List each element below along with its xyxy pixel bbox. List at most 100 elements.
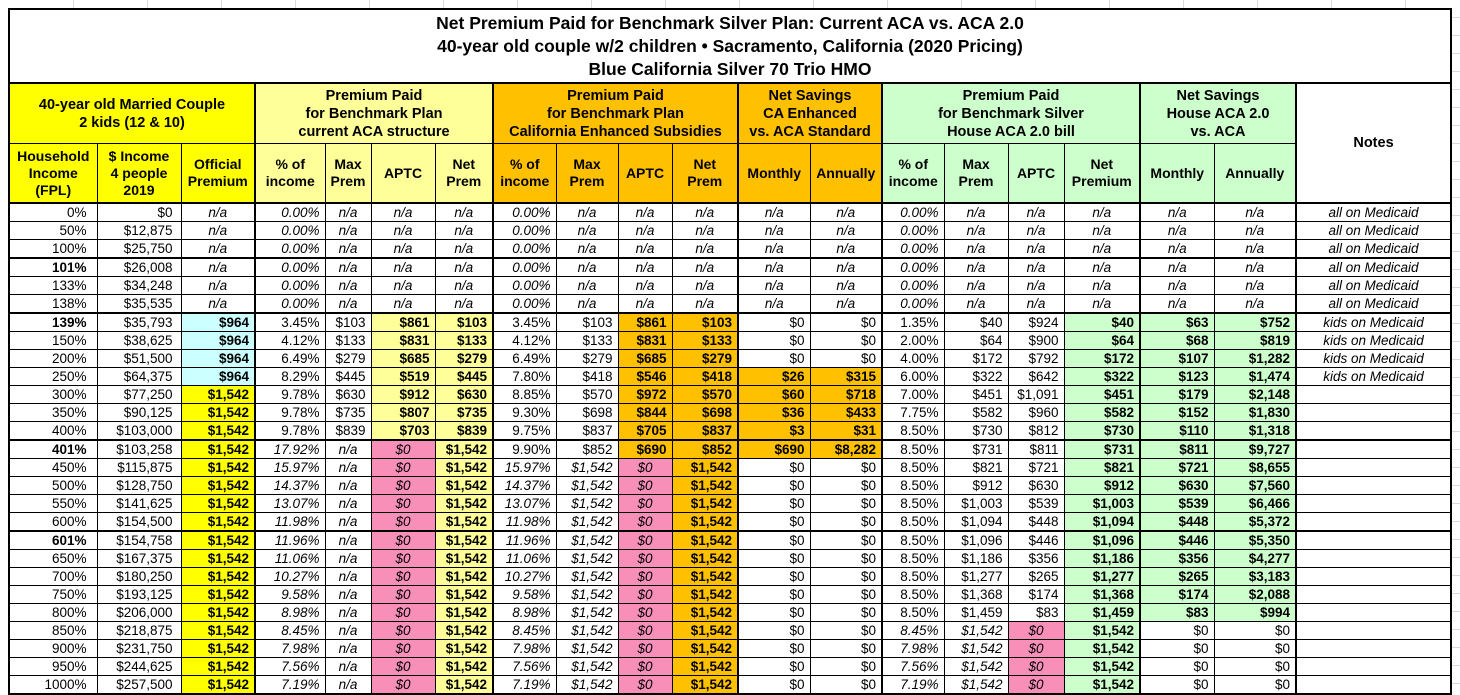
column-header: APTC bbox=[1007, 143, 1065, 204]
cell: n/a bbox=[1007, 202, 1065, 222]
cell: $1,542 bbox=[555, 675, 619, 695]
cell: all on Medicaid bbox=[1295, 294, 1452, 314]
cell bbox=[1295, 603, 1452, 622]
cell: 3.45% bbox=[492, 312, 557, 332]
cell: $68 bbox=[1139, 331, 1215, 350]
cell: 8.50% bbox=[881, 512, 945, 532]
cell: 101% bbox=[8, 257, 98, 277]
cell: $64,375 bbox=[96, 367, 182, 386]
cell: $154,758 bbox=[96, 530, 182, 550]
cell: n/a bbox=[1007, 239, 1065, 259]
cell: $1,542 bbox=[434, 639, 494, 658]
cell: n/a bbox=[809, 239, 883, 259]
cell: n/a bbox=[555, 202, 619, 222]
cell: $218,875 bbox=[96, 621, 182, 640]
cell: $35,793 bbox=[96, 312, 182, 332]
cell: $1,542 bbox=[1063, 639, 1141, 658]
cell: $1,542 bbox=[180, 512, 256, 532]
cell: $811 bbox=[1139, 439, 1215, 459]
cell: $1,277 bbox=[1063, 567, 1141, 586]
cell: $539 bbox=[1139, 494, 1215, 513]
cell: n/a bbox=[617, 294, 673, 314]
cell: 8.50% bbox=[881, 421, 945, 441]
cell: $0 bbox=[370, 657, 436, 676]
cell: $0 bbox=[1007, 639, 1065, 658]
cell: n/a bbox=[943, 221, 1009, 240]
cell: 1.35% bbox=[881, 312, 945, 332]
cell: $964 bbox=[180, 367, 256, 386]
cell: 0.00% bbox=[254, 257, 326, 277]
column-header: Max Prem bbox=[555, 143, 619, 204]
cell: $451 bbox=[943, 385, 1009, 404]
cell: $133 bbox=[555, 331, 619, 350]
cell: $8,282 bbox=[809, 439, 883, 459]
cell: 200% bbox=[8, 349, 98, 368]
cell: $912 bbox=[1063, 476, 1141, 495]
cell: n/a bbox=[671, 276, 739, 295]
group-header: Premium Paid for Benchmark Plan current … bbox=[254, 82, 494, 144]
cell bbox=[1295, 512, 1452, 532]
cell: n/a bbox=[617, 202, 673, 222]
cell: $0 bbox=[617, 657, 673, 676]
cell: n/a bbox=[737, 239, 811, 259]
table-body: 0% $0 n/a 0.00% n/a n/a n/a 0.00% n/a n/a n/a n/a n/… bbox=[8, 202, 1452, 695]
cell: $0 bbox=[809, 675, 883, 695]
cell: $0 bbox=[809, 349, 883, 368]
cell bbox=[1295, 403, 1452, 422]
cell: 350% bbox=[8, 403, 98, 422]
cell: all on Medicaid bbox=[1295, 202, 1452, 222]
cell: $279 bbox=[671, 349, 739, 368]
cell: 0.00% bbox=[881, 221, 945, 240]
cell: n/a bbox=[324, 585, 372, 604]
cell: n/a bbox=[324, 439, 372, 459]
cell: 15.97% bbox=[492, 458, 557, 477]
cell: n/a bbox=[737, 276, 811, 295]
cell: $265 bbox=[1007, 567, 1065, 586]
cell: $0 bbox=[809, 512, 883, 532]
cell: $1,542 bbox=[180, 675, 256, 695]
cell: $546 bbox=[617, 367, 673, 386]
cell: 6.49% bbox=[254, 349, 326, 368]
cell: 0.00% bbox=[254, 221, 326, 240]
cell: 8.45% bbox=[881, 621, 945, 640]
table-header: Net Premium Paid for Benchmark Silver Pl… bbox=[8, 8, 1452, 204]
cell: n/a bbox=[555, 276, 619, 295]
cell: 2.00% bbox=[881, 331, 945, 350]
cell: $1,542 bbox=[555, 567, 619, 586]
table-row: 300% $77,250 $1,542 9.78% $630 $912 $630 8.85% $… bbox=[8, 385, 1452, 404]
cell: $964 bbox=[180, 331, 256, 350]
cell: 0% bbox=[8, 202, 98, 222]
cell: $1,542 bbox=[555, 476, 619, 495]
cell: $1,474 bbox=[1213, 367, 1297, 386]
cell: 900% bbox=[8, 639, 98, 658]
cell: n/a bbox=[617, 257, 673, 277]
cell: $1,542 bbox=[434, 657, 494, 676]
group-header: 40-year old Married Couple 2 kids (12 & … bbox=[8, 82, 256, 144]
cell: 750% bbox=[8, 585, 98, 604]
cell: $1,277 bbox=[943, 567, 1009, 586]
cell: $1,542 bbox=[1063, 657, 1141, 676]
cell: $7,560 bbox=[1213, 476, 1297, 495]
cell: 300% bbox=[8, 385, 98, 404]
cell: $964 bbox=[180, 349, 256, 368]
cell: $0 bbox=[737, 349, 811, 368]
cell: $1,542 bbox=[555, 530, 619, 550]
cell: $103 bbox=[434, 312, 494, 332]
cell: $1,542 bbox=[671, 458, 739, 477]
cell: n/a bbox=[434, 294, 494, 314]
cell: $451 bbox=[1063, 385, 1141, 404]
cell: 11.98% bbox=[254, 512, 326, 532]
cell: n/a bbox=[1213, 276, 1297, 295]
cell: n/a bbox=[809, 257, 883, 277]
cell: $1,368 bbox=[1063, 585, 1141, 604]
cell: $1,542 bbox=[671, 476, 739, 495]
cell: $0 bbox=[1213, 621, 1297, 640]
cell: $0 bbox=[1139, 621, 1215, 640]
cell: 800% bbox=[8, 603, 98, 622]
cell: n/a bbox=[324, 603, 372, 622]
cell: n/a bbox=[370, 239, 436, 259]
cell: $831 bbox=[617, 331, 673, 350]
cell: $861 bbox=[370, 312, 436, 332]
cell: $685 bbox=[617, 349, 673, 368]
cell: 0.00% bbox=[881, 294, 945, 314]
